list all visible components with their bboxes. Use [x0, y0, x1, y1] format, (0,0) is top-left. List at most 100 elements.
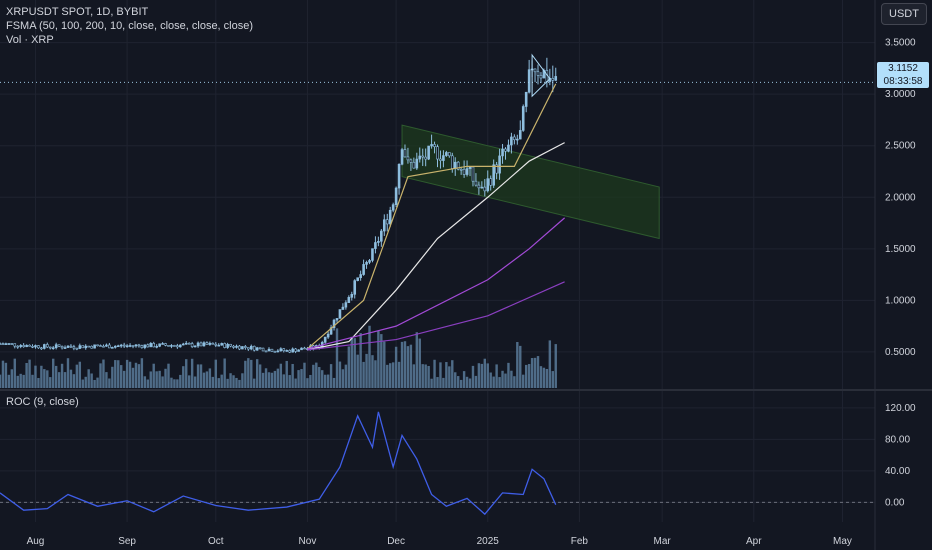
candle-body [468, 166, 472, 169]
volume-bar [394, 346, 398, 388]
volume-bar [185, 359, 188, 388]
x-tick-0: Aug [27, 536, 45, 547]
candle-body [353, 280, 357, 295]
volume-bar [456, 376, 460, 388]
volume-bar [451, 360, 454, 388]
volume-bar [403, 341, 407, 388]
volume-bar [25, 362, 28, 388]
candle-body [400, 149, 404, 165]
candle-body [164, 343, 167, 346]
candle-body [507, 144, 510, 152]
candle-body [1, 343, 5, 346]
candle-body [527, 69, 531, 93]
volume-bar [270, 372, 274, 388]
candle-body [415, 158, 419, 169]
candle-body [205, 342, 209, 345]
volume-bar [465, 376, 469, 388]
volume-bar [516, 342, 519, 388]
candle-body [394, 187, 398, 205]
candle-body [442, 155, 445, 161]
currency-button[interactable]: USDT [881, 3, 927, 25]
volume-bar [321, 370, 324, 388]
symbol-title[interactable]: XRPUSDT SPOT, 1D, BYBIT [6, 6, 149, 18]
y-tick-main-1: 3.0000 [885, 89, 916, 100]
volume-bar [312, 364, 315, 388]
candle-body [459, 168, 463, 171]
volume-bar [527, 364, 531, 388]
volume-bar [146, 379, 150, 388]
volume-bar [483, 358, 486, 388]
volume-bar [1, 360, 5, 388]
candle-body [498, 155, 501, 174]
candle-body [69, 345, 73, 348]
candle-body [223, 343, 226, 348]
volume-bar [114, 360, 117, 388]
volume-bar [155, 371, 158, 388]
volume-bar [389, 363, 392, 388]
candle-body [483, 186, 487, 192]
volume-bar [167, 363, 170, 388]
volume-bar [253, 378, 256, 388]
volume-bar [250, 359, 253, 388]
candle-body [96, 344, 99, 347]
candle-body [477, 184, 481, 189]
volume-bar [530, 358, 534, 388]
volume-bar [96, 377, 99, 388]
volume-bar [480, 363, 484, 388]
volume-bar [519, 345, 522, 388]
volume-bar [52, 358, 55, 388]
roc-legend[interactable]: ROC (9, close) [6, 396, 79, 408]
volume-bar [300, 369, 303, 388]
candle-body [359, 274, 362, 279]
candle-body [190, 343, 194, 347]
volume-bar [72, 374, 76, 388]
ma-50-line [307, 142, 565, 351]
candle-body [332, 319, 336, 329]
candle-body [554, 76, 558, 81]
candle-body [229, 343, 232, 347]
volume-bar [122, 370, 126, 388]
volume-bar [474, 375, 478, 388]
volume-bar [294, 378, 297, 388]
candle-body [418, 155, 422, 160]
volume-bar [391, 362, 395, 388]
candle-body [409, 159, 413, 163]
candle-body [45, 344, 49, 348]
candle-body [57, 344, 61, 347]
volume-bar [19, 373, 22, 388]
candle-body [84, 345, 88, 349]
triangle-pattern [531, 53, 551, 98]
candle-body [81, 345, 85, 349]
candle-body [450, 155, 454, 169]
volume-bar [430, 378, 433, 388]
candle-body [63, 347, 67, 349]
candle-body [78, 345, 82, 349]
volume-bar [524, 364, 528, 388]
candle-body [214, 343, 218, 346]
fsma-legend[interactable]: FSMA (50, 100, 200, 10, close, close, cl… [6, 20, 254, 32]
candle-body [40, 347, 43, 350]
candle-body [87, 345, 90, 348]
volume-legend[interactable]: Vol · XRP [6, 34, 54, 46]
candle-body [119, 344, 123, 347]
volume-bar [445, 362, 448, 388]
volume-bar [229, 373, 232, 388]
volume-bar [49, 377, 52, 388]
candle-body [258, 347, 262, 350]
y-tick-main-2: 2.5000 [885, 141, 916, 152]
volume-bar [173, 379, 176, 388]
volume-bar [99, 363, 102, 388]
volume-bar [46, 370, 49, 388]
ma-200-line [307, 281, 565, 351]
volume-bar [442, 377, 445, 388]
candle-body [152, 343, 156, 348]
candle-body [495, 164, 498, 174]
candle-body [16, 345, 20, 348]
x-tick-3: Nov [299, 536, 317, 547]
candle-body [513, 136, 516, 141]
candle-body [208, 342, 212, 345]
volume-bar [208, 368, 212, 388]
volume-bar [498, 377, 501, 388]
candle-body [465, 168, 469, 175]
